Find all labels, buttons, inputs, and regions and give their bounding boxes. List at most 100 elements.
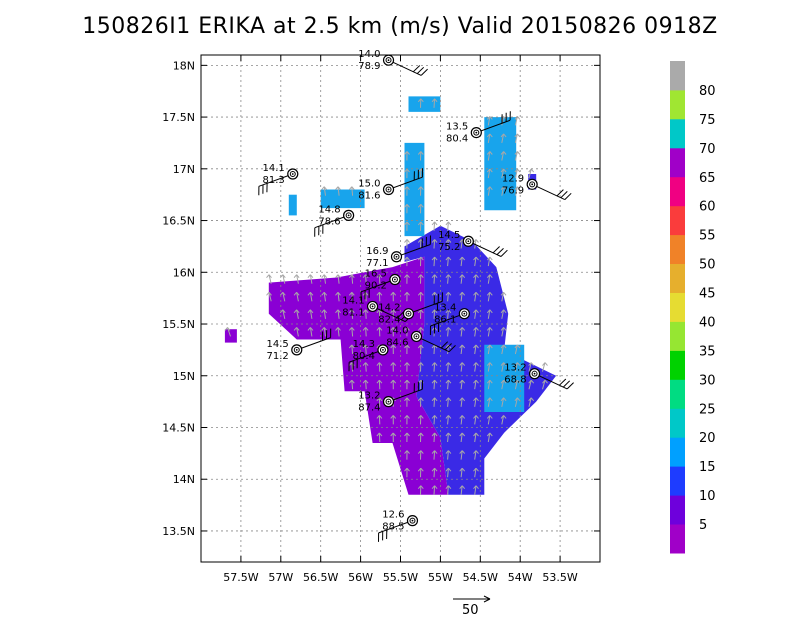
station-dot [411, 519, 414, 522]
station-inner-ring [461, 310, 468, 317]
wind-vector-head [445, 239, 452, 243]
wind-vector-shaft [227, 327, 231, 337]
station: 13.486.1 [429, 303, 470, 336]
wind-vector-head [459, 291, 466, 296]
wind-vector-shaft [474, 468, 477, 478]
wind-vector [473, 432, 479, 443]
x-tick-label: 55W [428, 571, 453, 584]
wind-vector [486, 151, 493, 161]
station-dot [295, 348, 298, 351]
wind-vector-head [431, 291, 438, 296]
wind-vector-head [335, 291, 341, 296]
colorbar-swatch [670, 147, 685, 178]
station-value-bottom: 78.9 [358, 61, 380, 72]
station-inner-ring [391, 276, 398, 283]
station-value-bottom: 88.5 [382, 522, 404, 533]
station-inner-ring [385, 398, 392, 405]
wind-vector-head [321, 309, 328, 314]
wind-vector-head [473, 397, 479, 402]
wind-vector-head [404, 415, 410, 419]
wind-vector [445, 379, 452, 390]
colorbar-label: 20 [699, 431, 716, 446]
shading-region-6 [484, 117, 517, 211]
wind-vector-shaft [487, 186, 491, 196]
wind-vector-head [486, 344, 493, 349]
wind-vector-shaft [460, 239, 463, 249]
wind-vector [321, 274, 328, 284]
wind-vector [417, 98, 424, 108]
colorbar-swatch [670, 118, 685, 149]
wind-vector [473, 327, 479, 337]
colorbar-label: 15 [699, 460, 716, 475]
wind-barb-flag [566, 382, 574, 390]
station-inner-ring [379, 346, 386, 353]
wind-vector-shaft [474, 327, 477, 337]
wind-vector-head [307, 309, 314, 314]
wind-vector-shaft [487, 116, 491, 126]
wind-vector-head [417, 274, 424, 279]
wind-vector [417, 415, 424, 425]
wind-vector [266, 291, 272, 302]
wind-barb-flag [559, 378, 567, 386]
wind-vector [459, 485, 466, 495]
wind-vector-shaft [487, 257, 491, 267]
colorbar-swatch [670, 524, 685, 554]
wind-vector-shaft [487, 133, 491, 143]
wind-vector-shaft [309, 309, 313, 319]
station: 16.590.2 [360, 269, 401, 301]
wind-vector [500, 309, 507, 319]
wind-vector [390, 379, 397, 390]
wind-vector-head [500, 327, 507, 331]
wind-vector-shaft [460, 432, 463, 443]
wind-vector-head [335, 327, 341, 331]
wind-vector-head [362, 362, 369, 366]
station-value-top: 16.9 [366, 246, 388, 257]
wind-vector [486, 362, 493, 372]
station-inner-ring [473, 129, 480, 136]
wind-vector [459, 415, 466, 425]
wind-vector [431, 432, 438, 443]
wind-vector-shaft [351, 274, 354, 284]
wind-vector-shaft [460, 450, 463, 460]
wind-vector-head [500, 415, 507, 419]
station-value-top: 14.5 [438, 230, 460, 241]
wind-barb-shaft [531, 183, 566, 201]
wind-vector-shaft [351, 380, 354, 390]
wind-vector-shaft [487, 274, 491, 284]
wind-vector-head [404, 239, 410, 243]
wind-vector-head [445, 309, 452, 314]
y-tick-label: 13.5N [162, 525, 195, 538]
wind-vector [486, 327, 493, 337]
wind-vector-head [486, 415, 493, 419]
station-value-top: 14.1 [263, 163, 285, 174]
wind-vector [376, 274, 383, 284]
wind-vector [348, 379, 355, 390]
wind-vector-shaft [447, 257, 449, 267]
wind-vector-head [459, 485, 466, 490]
wind-vector-head [500, 168, 507, 173]
wind-vector-head [459, 432, 466, 437]
wind-vector-shaft [460, 362, 463, 372]
wind-vector [404, 450, 410, 460]
vector-scale-arrowhead [483, 595, 491, 603]
wind-vector-head [348, 274, 355, 279]
wind-vector [376, 362, 383, 372]
wind-vector-head [404, 274, 410, 279]
wind-vector-head [500, 397, 507, 402]
wind-barb-shaft [378, 520, 413, 534]
wind-vector-shaft [447, 362, 449, 372]
station-value-top: 13.2 [504, 363, 526, 374]
y-tick-label: 16.5N [162, 215, 195, 228]
wind-vector-shaft [514, 151, 518, 161]
wind-vector [459, 327, 466, 337]
wind-vector-head [486, 116, 493, 120]
wind-vector-head [293, 327, 300, 331]
wind-vector [431, 485, 438, 495]
wind-vector-head [473, 485, 479, 490]
wind-barb-flag [560, 191, 568, 199]
wind-vector-shaft [433, 450, 436, 460]
wind-vector [486, 274, 493, 284]
wind-vector [486, 133, 493, 143]
wind-vector [514, 168, 521, 179]
wind-vector-shaft [323, 274, 326, 284]
